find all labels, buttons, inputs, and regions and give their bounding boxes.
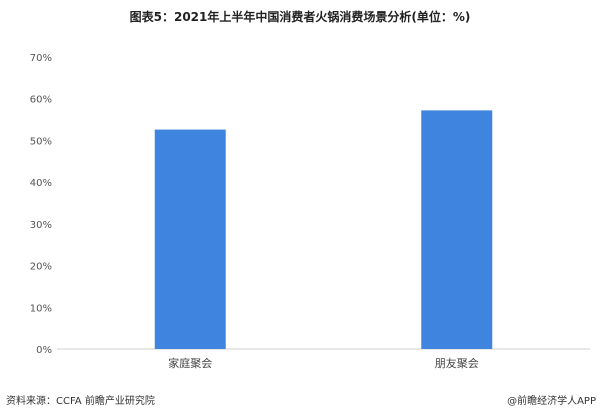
y-tick-label: 60% bbox=[30, 95, 52, 106]
bar bbox=[421, 110, 493, 349]
x-tick-label: 家庭聚会 bbox=[168, 356, 212, 370]
bar bbox=[154, 129, 226, 349]
x-tick-label: 朋友聚会 bbox=[435, 356, 479, 370]
y-tick-label: 10% bbox=[30, 303, 52, 314]
y-tick-label: 40% bbox=[30, 178, 52, 189]
y-tick-label: 70% bbox=[30, 53, 52, 64]
credit-label: @前瞻经济学人APP bbox=[507, 396, 596, 407]
y-tick-label: 50% bbox=[30, 136, 52, 147]
chart-title: 图表5：2021年上半年中国消费者火锅消费场景分析(单位：%) bbox=[129, 10, 471, 24]
source-note: 资料来源：CCFA 前瞻产业研究院 bbox=[6, 396, 155, 407]
y-tick-label: 30% bbox=[30, 220, 52, 231]
y-tick-label: 20% bbox=[30, 262, 52, 273]
y-tick-label: 0% bbox=[36, 345, 52, 356]
